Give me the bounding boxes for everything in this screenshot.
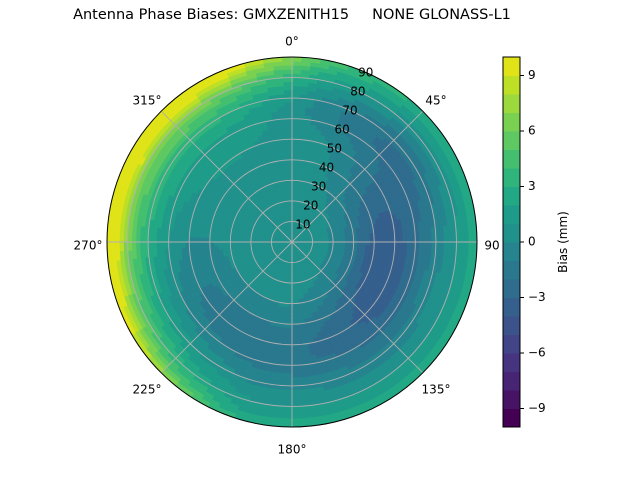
chart-title: Antenna Phase Biases: GMXZENITH15 NONE G…	[73, 7, 511, 23]
colorbar-segment	[503, 112, 520, 132]
colorbar-segment	[503, 75, 520, 95]
colorbar-segment	[503, 353, 520, 372]
theta-tick-label: 315°	[133, 94, 162, 108]
colorbar-segment	[503, 168, 520, 187]
colorbar-segment	[503, 57, 520, 76]
polar-grid	[107, 57, 477, 427]
colorbar-segment	[503, 131, 520, 150]
colorbar-segment	[503, 279, 520, 298]
radial-tick-label: 50	[327, 142, 342, 156]
colorbar-segment	[503, 260, 520, 280]
colorbar-segment	[503, 242, 520, 261]
colorbar-segment	[503, 149, 520, 169]
polar-outline	[106, 56, 478, 428]
colorbar-tick-label: 9	[528, 68, 536, 82]
colorbar-segment	[503, 316, 520, 335]
theta-tick-label: 225°	[133, 383, 162, 397]
colorbar-segment	[503, 371, 520, 391]
radial-tick-label: 60	[335, 123, 350, 137]
colorbar-segment	[503, 94, 520, 113]
colorbar-segment	[503, 390, 520, 409]
theta-tick-label: 135°	[422, 383, 451, 397]
theta-tick-label: 45°	[425, 94, 446, 108]
radial-tick-label: 90	[358, 66, 373, 80]
radial-tick-label: 40	[319, 161, 334, 175]
radial-tick-labels: 10 20 30 40 50 60 70 80 90	[295, 66, 373, 232]
theta-tick-label: 0°	[285, 35, 299, 49]
colorbar-segment	[503, 186, 520, 206]
colorbar-segment	[503, 205, 520, 224]
theta-tick-label: 90	[484, 239, 499, 253]
radial-tick-label: 80	[350, 85, 365, 99]
theta-tick-label: 270°	[74, 239, 103, 253]
colorbar-tick-label: 3	[528, 179, 536, 193]
colorbar-tick-label: −6	[528, 346, 546, 360]
colorbar-segment	[503, 297, 520, 317]
colorbar-segment	[503, 334, 520, 354]
colorbar-segment	[503, 408, 520, 428]
colorbar-tick-label: −9	[528, 401, 546, 415]
colorbar-segment	[503, 223, 520, 243]
colorbar-label: Bias (mm)	[556, 211, 570, 273]
radial-tick-label: 20	[303, 199, 318, 213]
colorbar: 9 6 3 0 −3 −6 −9	[502, 56, 546, 428]
radial-tick-label: 70	[342, 104, 357, 118]
theta-tick-label: 180°	[278, 443, 307, 457]
colorbar-tick-label: −3	[528, 290, 546, 304]
colorbar-tick-label: 0	[528, 235, 536, 249]
colorbar-tick-label: 6	[528, 124, 536, 138]
radial-tick-label: 30	[311, 180, 326, 194]
radial-tick-label: 10	[295, 218, 310, 232]
theta-tick-labels: 0° 45° 90 135° 180° 225° 270° 315°	[74, 35, 500, 457]
